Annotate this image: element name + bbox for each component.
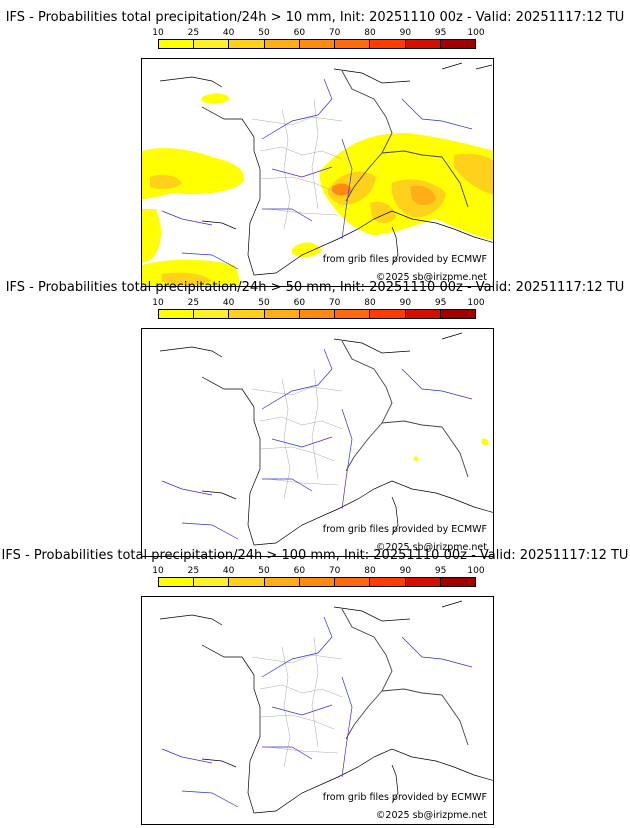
scale-tick-label: 95 bbox=[434, 28, 447, 38]
scale-tick-label: 10 bbox=[152, 298, 164, 308]
scale-color-segment bbox=[370, 578, 406, 586]
scale-tick-label: 70 bbox=[328, 28, 341, 38]
color-scale-labels: 10 25 40 50 60 70 80 90 95 100 bbox=[152, 566, 484, 576]
scale-color-segment bbox=[229, 40, 265, 48]
scale-color-segment bbox=[405, 310, 441, 318]
precip-probability-fill bbox=[142, 93, 493, 286]
country-borders bbox=[341, 608, 469, 746]
scale-color-segment bbox=[194, 40, 230, 48]
color-scale-labels: 10 25 40 50 60 70 80 90 95 100 bbox=[152, 298, 484, 308]
scale-color-segment bbox=[440, 40, 475, 48]
admin-boundaries bbox=[251, 368, 343, 500]
scale-tick-label: 90 bbox=[399, 28, 412, 38]
precipitation-map: from grib files provided by ECMWF ©2025 … bbox=[141, 328, 494, 557]
scale-tick-label: 40 bbox=[222, 566, 235, 576]
map-graphic bbox=[142, 62, 493, 286]
scale-tick-label: 60 bbox=[293, 566, 306, 576]
panel-title: IFS - Probabilities total precipitation/… bbox=[1, 548, 629, 563]
color-scale-bar bbox=[158, 577, 476, 587]
scale-color-segment bbox=[264, 40, 300, 48]
precip-probability-fill bbox=[413, 438, 489, 462]
scale-color-segment bbox=[299, 578, 336, 586]
scale-color-segment bbox=[194, 310, 230, 318]
scale-tick-label: 60 bbox=[293, 298, 306, 308]
scale-color-segment bbox=[159, 310, 195, 318]
admin-boundaries bbox=[251, 98, 343, 230]
scale-color-segment bbox=[370, 40, 406, 48]
scale-tick-label: 100 bbox=[467, 28, 485, 38]
copyright-credit: ©2025 sb@irizpme.net bbox=[375, 810, 487, 821]
scale-tick-label: 90 bbox=[399, 566, 412, 576]
scale-tick-label: 25 bbox=[187, 566, 200, 576]
scale-color-segment bbox=[229, 310, 265, 318]
scale-tick-label: 80 bbox=[364, 566, 376, 576]
scale-tick-label: 80 bbox=[364, 298, 376, 308]
country-borders bbox=[341, 70, 469, 208]
scale-tick-label: 70 bbox=[328, 298, 341, 308]
rivers bbox=[161, 616, 473, 808]
scale-color-segment bbox=[264, 578, 300, 586]
scale-tick-label: 50 bbox=[258, 298, 270, 308]
map-graphic bbox=[159, 600, 493, 814]
color-scale-bar bbox=[158, 309, 476, 319]
source-credit: from grib files provided by ECMWF bbox=[322, 254, 487, 265]
scale-tick-label: 40 bbox=[222, 28, 235, 38]
scale-tick-label: 60 bbox=[293, 28, 306, 38]
scale-tick-label: 50 bbox=[258, 566, 270, 576]
scale-tick-label: 100 bbox=[467, 566, 485, 576]
scale-color-segment bbox=[264, 310, 300, 318]
scale-color-segment bbox=[335, 310, 371, 318]
scale-color-segment bbox=[405, 578, 441, 586]
country-borders bbox=[341, 340, 469, 478]
scale-tick-label: 25 bbox=[187, 28, 200, 38]
scale-tick-label: 40 bbox=[222, 298, 235, 308]
map-graphic bbox=[159, 332, 493, 546]
scale-tick-label: 70 bbox=[328, 566, 341, 576]
rivers bbox=[161, 78, 473, 270]
scale-color-segment bbox=[440, 310, 475, 318]
scale-tick-label: 50 bbox=[258, 28, 270, 38]
scale-color-segment bbox=[440, 578, 475, 586]
admin-boundaries bbox=[251, 636, 343, 768]
scale-color-segment bbox=[299, 310, 336, 318]
scale-color-segment bbox=[159, 578, 195, 586]
source-credit: from grib files provided by ECMWF bbox=[322, 524, 487, 535]
coastlines bbox=[159, 600, 493, 814]
panel-title: IFS - Probabilities total precipitation/… bbox=[5, 280, 625, 295]
source-credit: from grib files provided by ECMWF bbox=[322, 792, 487, 803]
scale-color-segment bbox=[335, 40, 371, 48]
copyright-credit: ©2025 sb@irizpme.net bbox=[375, 542, 487, 553]
scale-color-segment bbox=[229, 578, 265, 586]
panel-title: IFS - Probabilities total precipitation/… bbox=[5, 10, 625, 25]
precipitation-map: from grib files provided by ECMWF ©2025 … bbox=[141, 58, 494, 287]
scale-tick-label: 95 bbox=[434, 298, 447, 308]
scale-color-segment bbox=[159, 40, 195, 48]
scale-tick-label: 10 bbox=[152, 566, 164, 576]
coastlines bbox=[159, 62, 493, 276]
scale-tick-label: 80 bbox=[364, 28, 376, 38]
rivers bbox=[161, 348, 473, 540]
scale-tick-label: 25 bbox=[187, 298, 200, 308]
coastlines bbox=[159, 332, 493, 546]
scale-color-segment bbox=[335, 578, 371, 586]
scale-tick-label: 10 bbox=[152, 28, 164, 38]
scale-tick-label: 90 bbox=[399, 298, 412, 308]
color-scale-labels: 10 25 40 50 60 70 80 90 95 100 bbox=[152, 28, 484, 38]
scale-color-segment bbox=[299, 40, 336, 48]
scale-color-segment bbox=[405, 40, 441, 48]
scale-tick-label: 100 bbox=[467, 298, 485, 308]
precipitation-map: from grib files provided by ECMWF ©2025 … bbox=[141, 596, 494, 825]
scale-color-segment bbox=[370, 310, 406, 318]
scale-color-segment bbox=[194, 578, 230, 586]
copyright-credit: ©2025 sb@irizpme.net bbox=[375, 272, 487, 283]
color-scale-bar bbox=[158, 39, 476, 49]
scale-tick-label: 95 bbox=[434, 566, 447, 576]
